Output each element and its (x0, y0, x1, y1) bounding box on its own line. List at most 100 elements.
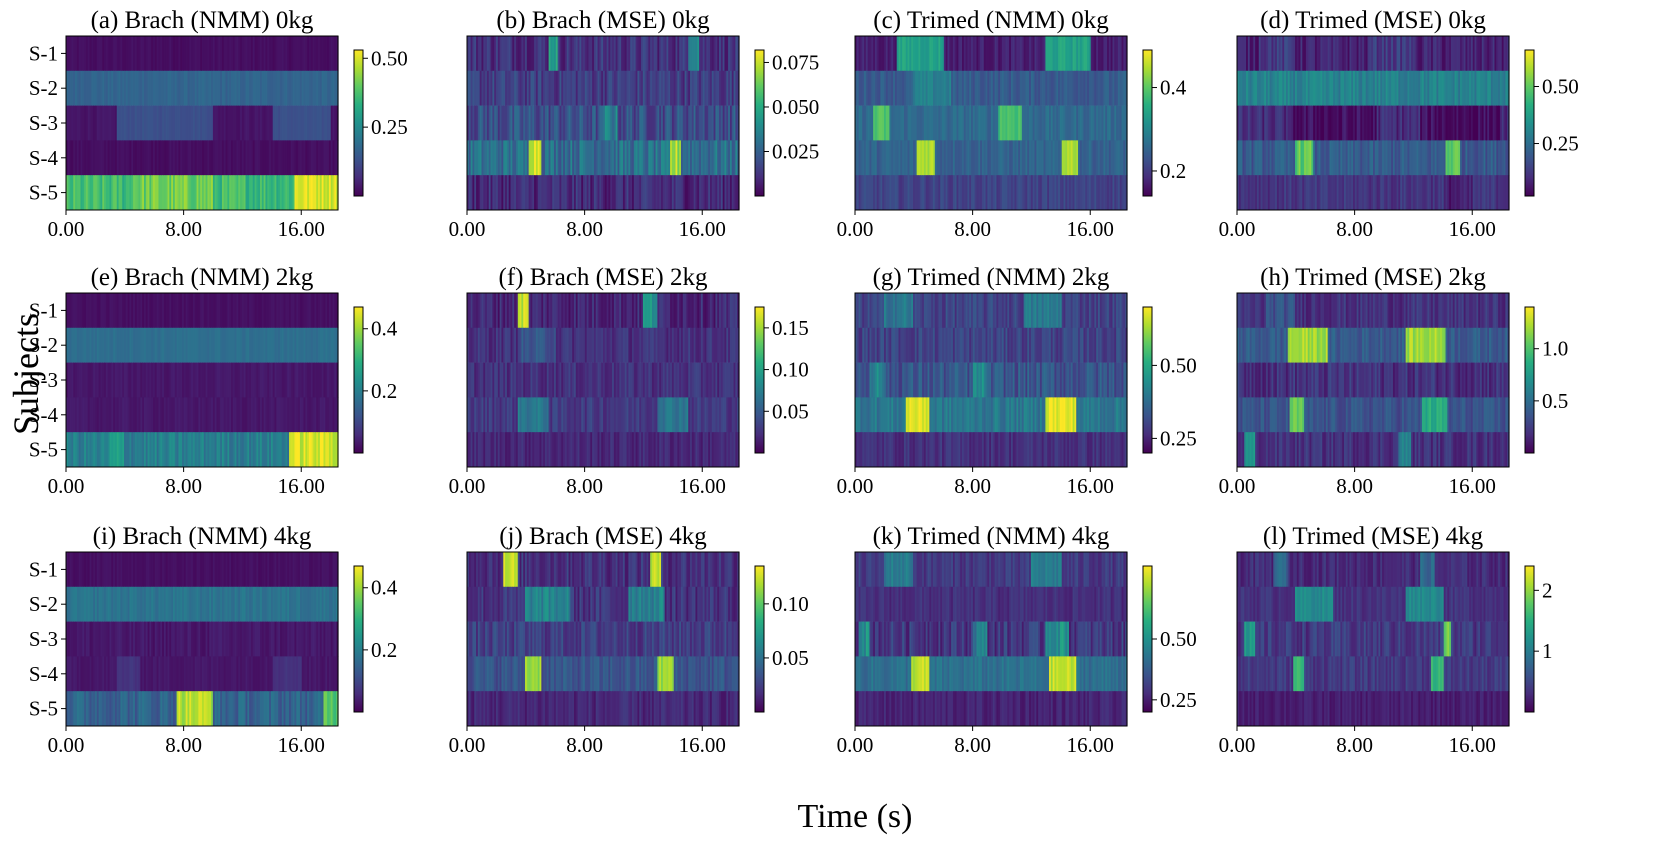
heatmap-cell (673, 140, 677, 176)
heatmap-cell (969, 70, 972, 106)
heatmap-cell (1313, 36, 1316, 72)
heatmap-cell (1285, 70, 1289, 106)
heatmap-cell (1114, 70, 1117, 106)
heatmap-cell (534, 105, 537, 141)
heatmap-cell (1025, 36, 1028, 72)
heatmap-cell (1029, 105, 1032, 141)
heatmap-cell (922, 105, 925, 141)
heatmap-cell (1034, 70, 1037, 106)
heatmap-cell (1449, 36, 1452, 72)
heatmap-cell (528, 36, 532, 72)
heatmap-cell (884, 36, 887, 72)
heatmap-cell (232, 105, 236, 141)
heatmap-cell (675, 105, 678, 141)
heatmap-cell (1418, 140, 1421, 176)
heatmap-cell (211, 70, 214, 106)
heatmap-cell (1285, 140, 1289, 176)
heatmap-cell (171, 105, 174, 141)
heatmap-cell (1436, 105, 1439, 141)
heatmap-cell (1107, 105, 1110, 141)
heatmap-cell (546, 36, 550, 72)
heatmap-cell (856, 70, 860, 106)
heatmap-cell (1278, 70, 1282, 106)
heatmap-cell (1447, 140, 1450, 176)
heatmap-cell (196, 293, 199, 329)
heatmap-cell (258, 70, 261, 106)
heatmap-cell (1476, 105, 1479, 141)
heatmap-cell (526, 36, 530, 72)
heatmap-cell (1025, 70, 1028, 106)
heatmap-cell (211, 140, 214, 176)
heatmap-row (66, 105, 339, 141)
heatmap-cell (147, 70, 151, 106)
heatmap-cell (583, 175, 586, 211)
heatmap-cell (256, 70, 259, 106)
heatmap-cell (735, 175, 738, 211)
heatmap-cell (1285, 36, 1289, 72)
heatmap-cell (1025, 175, 1028, 211)
heatmap-cell (289, 140, 292, 176)
heatmap-cell (617, 36, 620, 72)
heatmap-cell (1362, 70, 1365, 106)
heatmap-cell (942, 140, 945, 176)
heatmap-cell (902, 70, 905, 106)
heatmap-cell (1014, 70, 1017, 106)
heatmap-cell (1063, 105, 1066, 141)
heatmap-cell (1108, 36, 1112, 72)
heatmap-cell (628, 140, 631, 176)
heatmap-cell (292, 70, 296, 106)
heatmap-cell (1324, 105, 1327, 141)
heatmap-cell (85, 36, 89, 72)
heatmap-cell (575, 105, 579, 141)
heatmap-cell (1472, 70, 1476, 106)
heatmap-cell (1496, 105, 1499, 141)
heatmap-cell (1333, 175, 1336, 211)
heatmap-cell (1450, 140, 1454, 176)
heatmap-cell (1336, 36, 1340, 72)
heatmap-cell (1112, 105, 1115, 141)
heatmap-cell (218, 293, 221, 329)
heatmap-cell (996, 140, 999, 176)
heatmap-cell (1333, 36, 1336, 72)
heatmap-cell (1327, 175, 1331, 211)
heatmap-cell (898, 175, 901, 211)
heatmap-cell (1431, 70, 1434, 106)
heatmap-cell (720, 175, 724, 211)
heatmap-cell (1438, 36, 1441, 72)
panel-title: (c) Trimed (NMM) 0kg (873, 7, 1109, 34)
heatmap-cell (1371, 70, 1374, 106)
heatmap-cell (75, 175, 78, 211)
heatmap-cell (1047, 140, 1050, 176)
heatmap-cell (171, 140, 174, 176)
heatmap-cell (648, 175, 651, 211)
heatmap-cell (122, 36, 125, 72)
heatmap-cell (122, 70, 125, 106)
x-tick-label: 8.00 (165, 217, 202, 241)
heatmap-cell (216, 105, 219, 141)
heatmap-cell (1096, 175, 1099, 211)
heatmap-cell (1436, 70, 1439, 106)
heatmap-cell (481, 140, 484, 176)
heatmap-cell (510, 140, 513, 176)
heatmap-cell (1400, 140, 1403, 176)
heatmap-cell (496, 175, 499, 211)
heatmap-cell (1039, 105, 1043, 141)
heatmap-cell (884, 105, 887, 141)
heatmap-cell (202, 140, 205, 176)
heatmap-cell (183, 70, 187, 106)
heatmap-cell (668, 140, 671, 176)
y-tick-label: S-4 (29, 403, 59, 427)
heatmap-cell (185, 140, 189, 176)
heatmap-cell (568, 70, 571, 106)
heatmap-cell (579, 36, 582, 72)
heatmap-cell (635, 105, 639, 141)
heatmap-cell (991, 36, 994, 72)
heatmap-cell (1088, 70, 1092, 106)
heatmap-cell (978, 36, 981, 72)
heatmap-cell (1291, 140, 1294, 176)
heatmap-cell (479, 36, 483, 72)
heatmap-row (66, 175, 339, 211)
heatmap-cell (143, 293, 147, 329)
heatmap-cell (1456, 105, 1459, 141)
heatmap-cell (1059, 175, 1063, 211)
